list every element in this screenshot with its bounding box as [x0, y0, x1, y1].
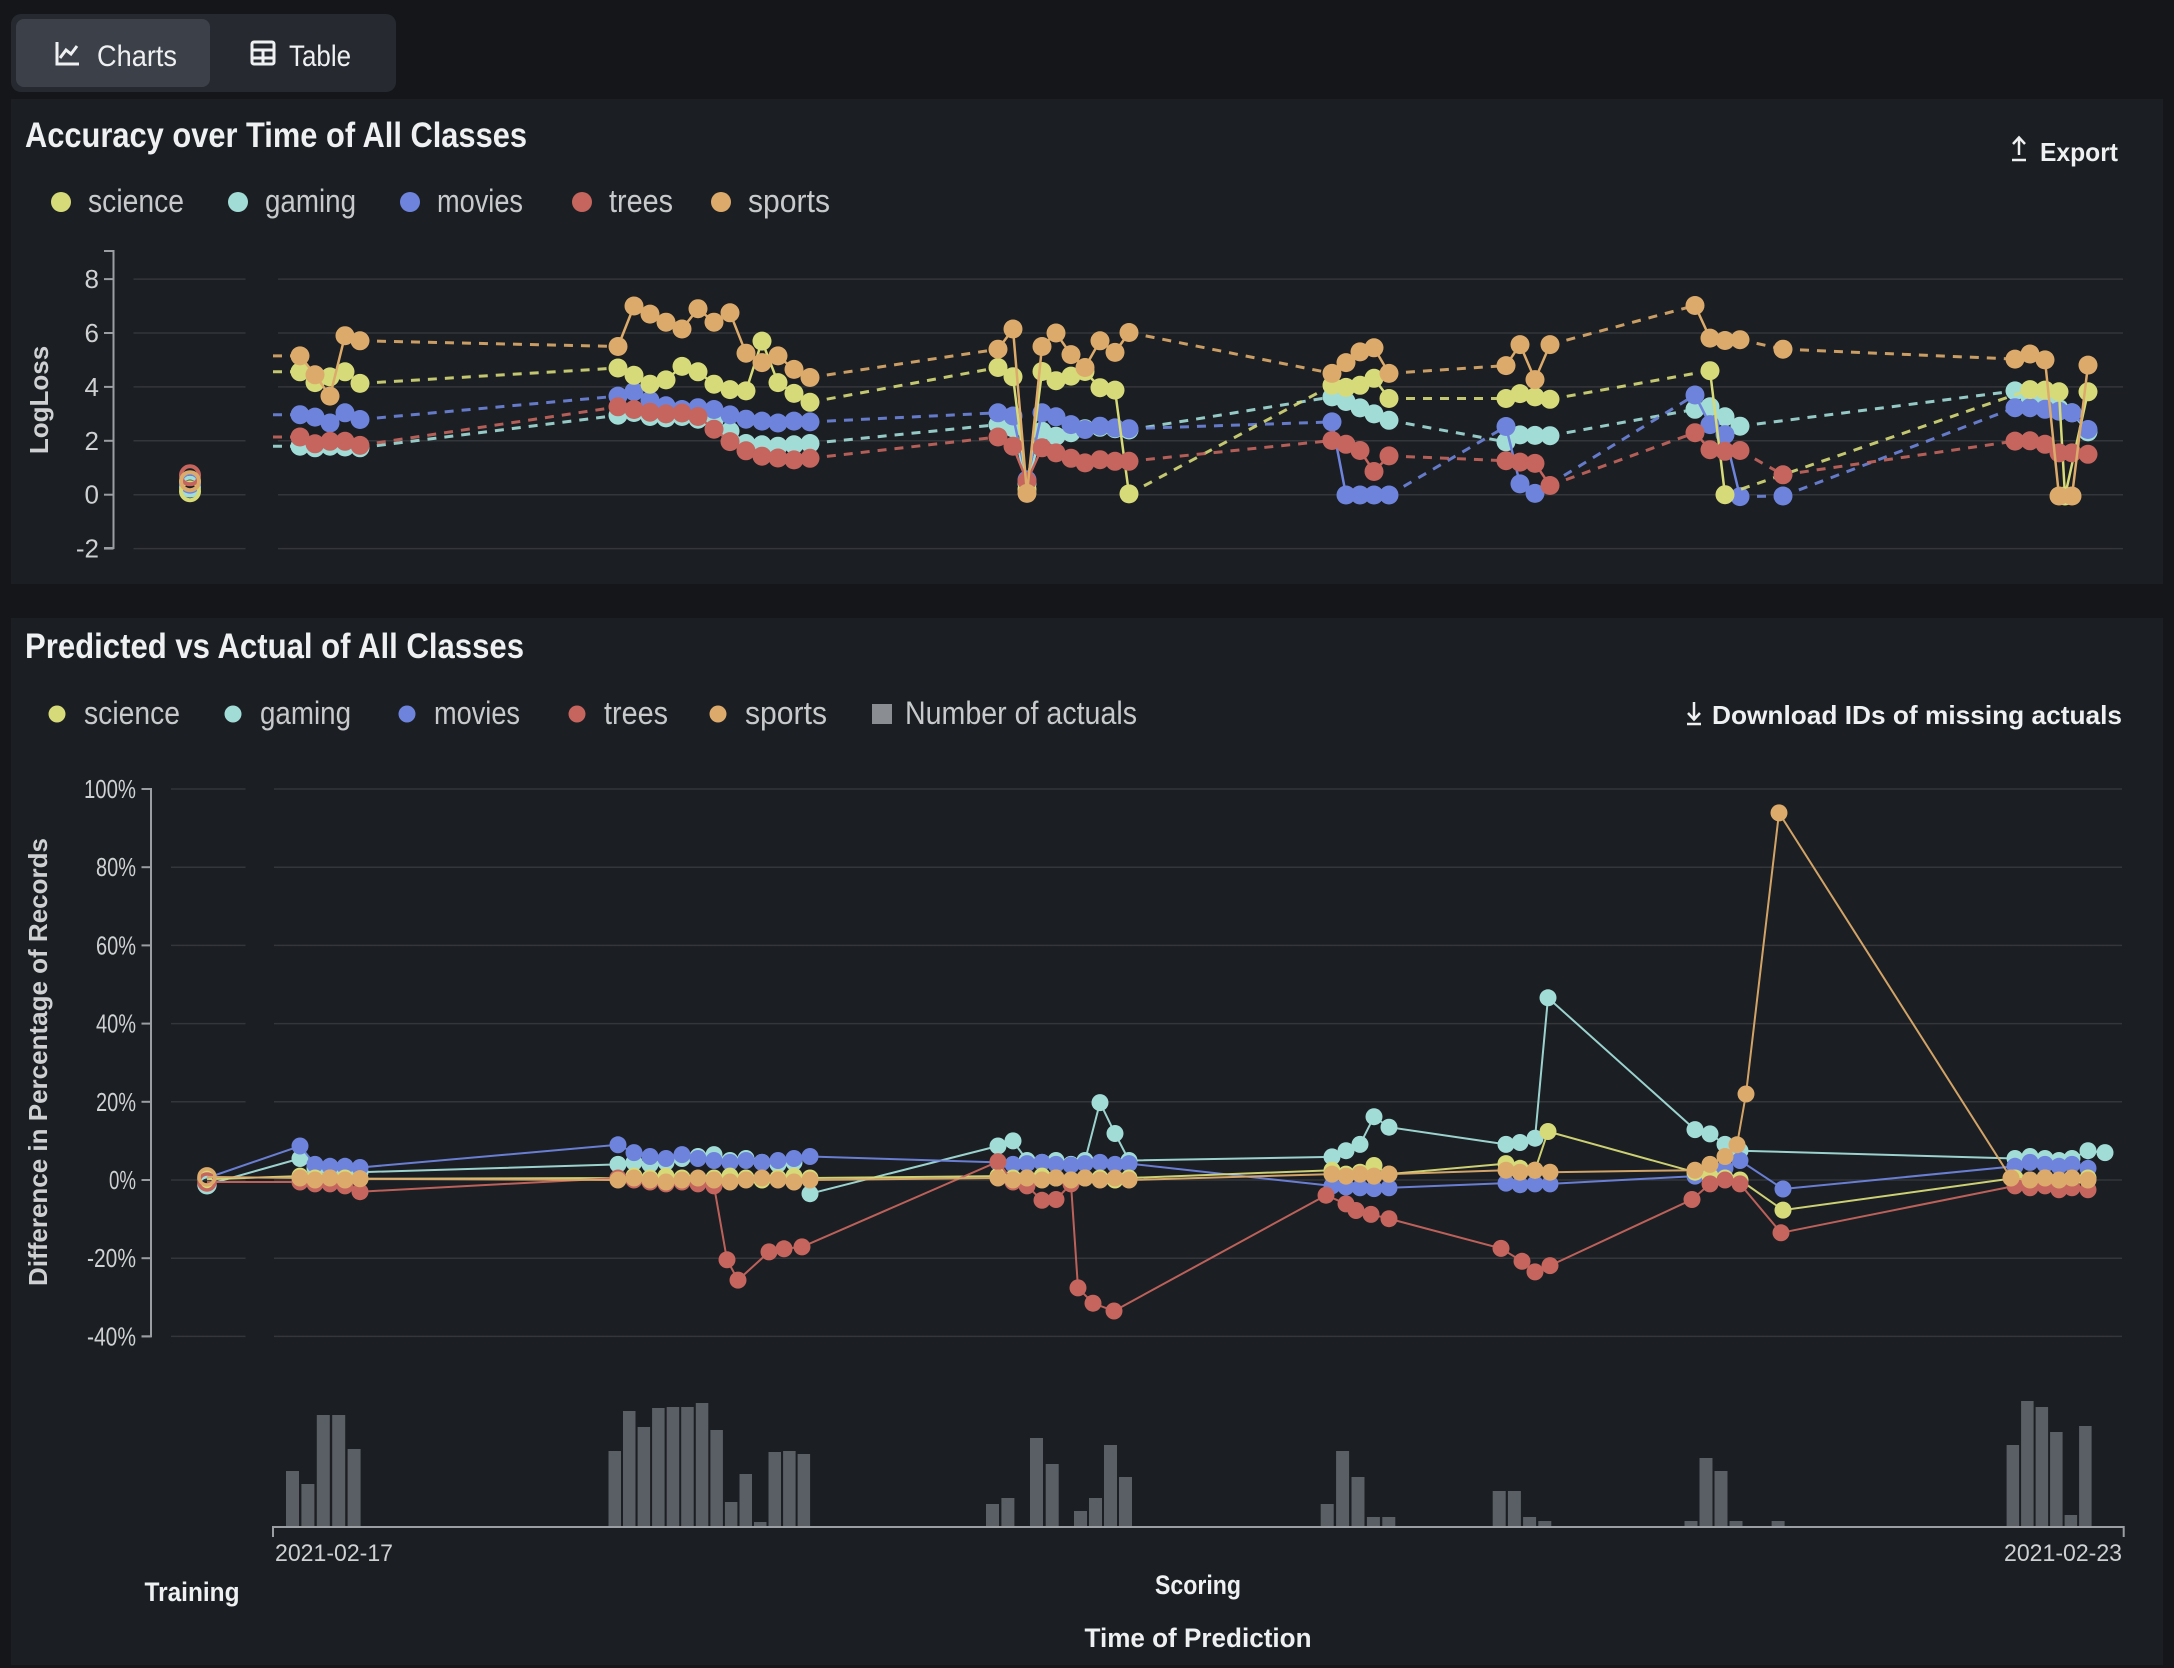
svg-text:Scoring: Scoring [1155, 1570, 1241, 1600]
svg-text:-40%: -40% [87, 1321, 136, 1351]
svg-text:2021-02-23: 2021-02-23 [2004, 1540, 2122, 1567]
svg-text:movies: movies [437, 183, 523, 219]
svg-text:2021-02-17: 2021-02-17 [275, 1540, 393, 1567]
svg-text:Download IDs of missing actual: Download IDs of missing actuals [1712, 700, 2122, 730]
svg-text:Predicted vs Actual of All Cla: Predicted vs Actual of All Classes [25, 627, 524, 666]
svg-text:Training: Training [145, 1577, 240, 1607]
svg-text:100%: 100% [84, 774, 136, 804]
svg-text:40%: 40% [96, 1009, 136, 1039]
svg-text:sports: sports [745, 695, 827, 731]
svg-text:Accuracy over Time of All Clas: Accuracy over Time of All Classes [25, 116, 527, 155]
svg-text:science: science [84, 695, 180, 731]
svg-text:2: 2 [85, 426, 99, 456]
svg-text:gaming: gaming [260, 695, 351, 731]
svg-text:60%: 60% [96, 930, 136, 960]
svg-text:Charts: Charts [97, 40, 177, 73]
svg-text:8: 8 [85, 264, 99, 294]
svg-text:Time of Prediction: Time of Prediction [1085, 1623, 1312, 1653]
svg-text:6: 6 [85, 318, 99, 348]
svg-text:-2: -2 [76, 534, 99, 564]
svg-text:4: 4 [85, 372, 99, 402]
svg-text:0: 0 [85, 480, 99, 510]
svg-text:20%: 20% [96, 1087, 136, 1117]
svg-text:Table: Table [289, 40, 351, 73]
svg-text:sports: sports [748, 183, 830, 219]
svg-text:Difference in Percentage of Re: Difference in Percentage of Records [23, 838, 53, 1286]
svg-text:Export: Export [2040, 137, 2118, 167]
svg-text:-20%: -20% [87, 1243, 136, 1273]
svg-text:gaming: gaming [265, 183, 356, 219]
svg-text:trees: trees [604, 695, 668, 731]
svg-text:LogLoss: LogLoss [24, 346, 54, 454]
svg-text:Number of actuals: Number of actuals [905, 695, 1137, 731]
svg-text:movies: movies [434, 695, 520, 731]
svg-text:80%: 80% [96, 852, 136, 882]
svg-text:science: science [88, 183, 184, 219]
svg-text:trees: trees [609, 183, 673, 219]
svg-text:0%: 0% [109, 1165, 136, 1195]
